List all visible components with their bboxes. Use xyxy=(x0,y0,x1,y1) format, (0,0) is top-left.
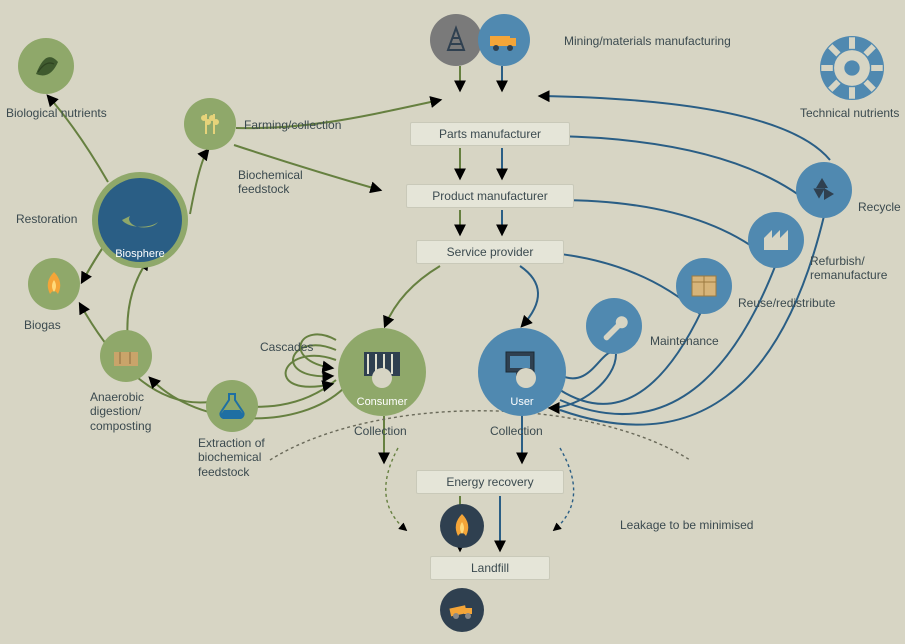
node-flask xyxy=(206,380,258,432)
edge-e-svc-user xyxy=(520,266,538,326)
caption-user: User xyxy=(478,396,566,408)
edge-e-factory-prod xyxy=(556,200,770,260)
box-energy: Energy recovery xyxy=(416,470,564,494)
node-truck xyxy=(478,14,530,66)
lbl-collection-r: Collection xyxy=(490,424,543,438)
node-compost xyxy=(100,330,152,382)
lbl-cascades: Cascades xyxy=(260,340,313,354)
lbl-maintenance: Maintenance xyxy=(650,334,719,348)
edge-e-svc-cons xyxy=(385,266,440,326)
lbl-restoration: Restoration xyxy=(16,212,77,226)
node-leaf xyxy=(18,38,74,94)
lbl-tech-nutrients: Technical nutrients xyxy=(800,106,899,120)
edge-e-bio-wheat xyxy=(190,150,208,214)
lbl-farming: Farming/collection xyxy=(244,118,341,132)
box-parts: Parts manufacturer xyxy=(410,122,570,146)
lbl-extraction: Extraction ofbiochemicalfeedstock xyxy=(198,436,265,479)
node-biogas xyxy=(28,258,80,310)
lbl-leakage: Leakage to be minimised xyxy=(620,518,753,532)
lbl-mining: Mining/materials manufacturing xyxy=(564,34,731,48)
leak-lk-bl xyxy=(386,448,406,530)
lbl-refurbish: Refurbish/remanufacture xyxy=(810,254,887,283)
node-rig xyxy=(430,14,482,66)
edge-e-user-wrench xyxy=(560,352,614,378)
node-energy xyxy=(440,504,484,548)
lbl-collection-l: Collection xyxy=(354,424,407,438)
edge-e-recycle-parts xyxy=(556,136,818,210)
node-gear xyxy=(820,36,884,100)
lbl-biogas: Biogas xyxy=(24,318,61,332)
node-landfill xyxy=(440,588,484,632)
node-wrench xyxy=(586,298,642,354)
box-service: Service provider xyxy=(416,240,564,264)
node-factory xyxy=(748,212,804,268)
node-wheat xyxy=(184,98,236,150)
node-recycle xyxy=(796,162,852,218)
caption-biosphere: Biosphere xyxy=(92,248,188,260)
lbl-recycle: Recycle xyxy=(858,200,901,214)
lbl-bio-nutrients: Biological nutrients xyxy=(6,106,107,120)
lbl-biochem: Biochemicalfeedstock xyxy=(238,168,303,197)
leak-lk-arc xyxy=(270,411,690,460)
box-product: Product manufacturer xyxy=(406,184,574,208)
box-landfill: Landfill xyxy=(430,556,550,580)
node-box xyxy=(676,258,732,314)
caption-consumer: Consumer xyxy=(338,396,426,408)
lbl-anaerobic: Anaerobicdigestion/composting xyxy=(90,390,151,433)
lbl-reuse: Reuse/redistribute xyxy=(738,296,835,310)
